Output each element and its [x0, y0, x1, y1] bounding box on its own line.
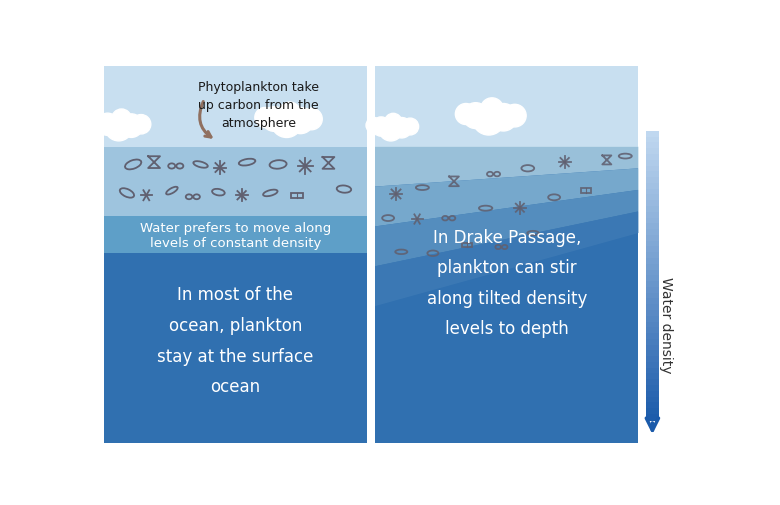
Bar [646, 414, 658, 421]
Circle shape [262, 108, 286, 132]
Circle shape [385, 114, 402, 131]
Polygon shape [375, 147, 639, 187]
Polygon shape [375, 190, 639, 267]
Text: Water density: Water density [659, 276, 673, 373]
Bar [646, 391, 658, 398]
Bar [646, 322, 658, 329]
Bar [646, 259, 658, 266]
Bar [646, 305, 658, 312]
Circle shape [300, 109, 322, 130]
Bar [646, 311, 658, 317]
Text: In Drake Passage,
plankton can stir
along tilted density
levels to depth: In Drake Passage, plankton can stir alon… [427, 228, 587, 338]
Bar [646, 316, 658, 323]
Bar [646, 385, 658, 392]
Bar [646, 183, 658, 190]
Bar [646, 195, 658, 202]
Bar [375, 147, 639, 443]
Bar [462, 243, 473, 248]
Bar [646, 409, 658, 415]
Circle shape [503, 105, 526, 128]
Bar [367, 61, 375, 449]
Bar [646, 235, 658, 242]
Bar [646, 201, 658, 208]
Bar [646, 189, 658, 196]
Bar [646, 362, 658, 369]
Bar [646, 247, 658, 254]
Bar [646, 339, 658, 346]
Bar [646, 397, 658, 403]
Circle shape [90, 115, 108, 133]
Circle shape [131, 115, 151, 135]
Circle shape [255, 108, 275, 128]
Bar [646, 172, 658, 179]
Bar [646, 218, 658, 225]
Circle shape [392, 118, 412, 139]
Circle shape [366, 118, 381, 134]
Bar [646, 287, 658, 294]
Bar [292, 193, 303, 198]
Bar [646, 132, 658, 138]
Circle shape [271, 108, 302, 138]
Bar [646, 264, 658, 271]
Bar [646, 357, 658, 364]
Bar [104, 67, 367, 147]
Circle shape [119, 115, 144, 138]
Circle shape [279, 103, 300, 124]
Bar [646, 270, 658, 277]
Bar [646, 333, 658, 340]
Circle shape [473, 104, 505, 136]
Bar [646, 213, 658, 219]
Bar [646, 230, 658, 236]
Bar [646, 161, 658, 168]
Bar [646, 178, 658, 185]
Bar [646, 252, 658, 260]
Circle shape [105, 114, 133, 141]
Bar [646, 224, 658, 231]
Bar [646, 380, 658, 386]
Bar [646, 207, 658, 214]
Bar [646, 350, 658, 358]
Circle shape [463, 104, 489, 129]
Text: In most of the
ocean, plankton
stay at the surface
ocean: In most of the ocean, plankton stay at t… [158, 286, 314, 395]
Circle shape [112, 110, 131, 129]
Bar [646, 299, 658, 306]
Bar [580, 188, 591, 193]
Bar [646, 402, 658, 410]
Bar [646, 149, 658, 156]
Bar [646, 276, 658, 283]
Polygon shape [375, 212, 639, 307]
Bar [104, 254, 367, 443]
Text: Phytoplankton take
up carbon from the
atmosphere: Phytoplankton take up carbon from the at… [198, 81, 319, 130]
Circle shape [371, 118, 391, 137]
Bar [646, 293, 658, 300]
Bar [646, 345, 658, 352]
Circle shape [402, 119, 419, 136]
Bar [646, 143, 658, 150]
Bar [104, 147, 367, 217]
Bar [646, 166, 658, 173]
Bar [104, 217, 367, 254]
Bar [646, 137, 658, 144]
Circle shape [456, 105, 477, 125]
Bar [646, 241, 658, 248]
Circle shape [490, 105, 517, 132]
Bar [375, 67, 639, 147]
Bar [646, 155, 658, 162]
Bar [646, 282, 658, 288]
Bar [646, 368, 658, 375]
Text: Water prefers to move along
levels of constant density: Water prefers to move along levels of co… [140, 221, 331, 249]
Circle shape [379, 118, 403, 142]
Circle shape [287, 108, 314, 134]
Bar [646, 374, 658, 381]
Bar [646, 328, 658, 335]
Polygon shape [375, 169, 639, 227]
Circle shape [97, 114, 119, 136]
Circle shape [480, 98, 503, 121]
